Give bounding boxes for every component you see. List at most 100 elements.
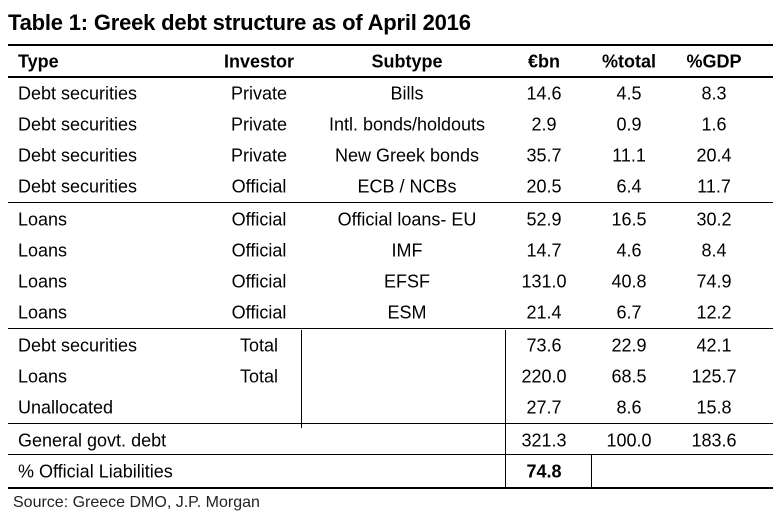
row-investor: Private (230, 114, 288, 134)
header-subtype: Subtype (371, 51, 443, 71)
row-type: Loans (18, 240, 68, 260)
row-subtype: New Greek bonds (334, 145, 480, 165)
row-bn: 14.7 (526, 240, 562, 260)
row-pct-gdp: 11.7 (697, 176, 731, 196)
row-bn: 321.3 (521, 430, 567, 450)
row-type: Debt securities (18, 335, 138, 355)
table-row: Loans Official EFSF 131.0 40.8 74.9 (8, 266, 773, 297)
table-column-rule (591, 454, 592, 488)
table-header-row: Type Investor Subtype €bn %total %GDP (8, 46, 773, 77)
table-row: Debt securities Private Bills 14.6 4.5 8.3 (8, 78, 773, 109)
header-type: Type (18, 51, 59, 71)
row-bn: 27.7 (526, 397, 562, 417)
row-type: Debt securities (18, 83, 138, 103)
row-subtype: IMF (391, 240, 423, 260)
table-column-rule (301, 330, 302, 428)
row-investor: Total (239, 366, 279, 386)
row-type: Loans (18, 209, 68, 229)
row-pct-total: 4.5 (616, 83, 642, 103)
header-rule (8, 76, 773, 78)
row-investor: Official (231, 271, 287, 291)
row-pct-gdp: 1.6 (701, 114, 727, 134)
row-pct-gdp: 20.4 (696, 145, 732, 165)
table-rule (8, 328, 773, 329)
row-bn: 20.5 (526, 176, 562, 196)
table-title: Table 1: Greek debt structure as of Apri… (8, 10, 471, 35)
header-investor: Investor (223, 51, 295, 71)
table-row: Debt securities Total 73.6 22.9 42.1 (8, 330, 773, 361)
row-pct-total: 40.8 (611, 271, 647, 291)
row-pct-total: 22.9 (611, 335, 647, 355)
row-type: Loans (18, 302, 68, 322)
row-subtype: EFSF (383, 271, 431, 291)
row-pct-gdp: 125.7 (691, 366, 737, 386)
row-pct-total: 68.5 (611, 366, 647, 386)
row-bn: 131.0 (521, 271, 567, 291)
row-pct-gdp: 30.2 (696, 209, 732, 229)
row-pct-gdp: 15.8 (696, 397, 732, 417)
row-pct-gdp: 8.4 (701, 240, 727, 260)
row-pct-total: 8.6 (616, 397, 642, 417)
table-rule (8, 454, 773, 455)
row-type: Loans (18, 366, 68, 386)
row-pct-total: 11.1 (612, 145, 646, 165)
row-subtype: Intl. bonds/holdouts (328, 114, 486, 134)
row-type: Debt securities (18, 145, 138, 165)
row-bn: 21.4 (526, 302, 562, 322)
table-column-rule (505, 330, 506, 488)
table-row: Unallocated 27.7 8.6 15.8 (8, 392, 773, 423)
header-bn: €bn (527, 51, 561, 71)
table-row: Loans Official Official loans- EU 52.9 16.5 3… (8, 204, 773, 235)
row-investor: Private (230, 83, 288, 103)
row-subtype: Official loans- EU (337, 209, 477, 229)
row-pct-gdp: 12.2 (696, 302, 732, 322)
row-pct-gdp: 42.1 (696, 335, 732, 355)
table-top-rule (8, 44, 773, 46)
row-type: % Official Liabilities (18, 461, 173, 481)
table-row: Debt securities Private Intl. bonds/holdou… (8, 109, 773, 140)
table-row: Loans Official ESM 21.4 6.7 12.2 (8, 297, 773, 328)
row-pct-total: 100.0 (606, 430, 652, 450)
header-pct-total: %total (602, 51, 656, 71)
row-bn: 73.6 (526, 335, 562, 355)
table-rule (8, 487, 773, 489)
row-investor: Private (230, 145, 288, 165)
row-pct-gdp: 74.9 (696, 271, 732, 291)
table-row: General govt. debt 321.3 100.0 183.6 (8, 425, 773, 456)
row-bn: 2.9 (531, 114, 557, 134)
row-investor: Official (231, 240, 287, 260)
row-pct-gdp: 183.6 (691, 430, 737, 450)
row-type: General govt. debt (18, 430, 167, 450)
row-bn: 220.0 (521, 366, 567, 386)
row-investor: Official (231, 302, 287, 322)
row-type: Loans (18, 271, 68, 291)
table-rule (8, 202, 773, 203)
row-subtype: ECB / NCBs (357, 176, 457, 196)
row-subtype: ESM (387, 302, 427, 322)
row-investor: Total (239, 335, 279, 355)
table-row: Loans Total 220.0 68.5 125.7 (8, 361, 773, 392)
row-pct-total: 4.6 (616, 240, 642, 260)
row-bn: 74.8 (526, 461, 562, 481)
row-bn: 35.7 (526, 145, 562, 165)
row-type: Debt securities (18, 176, 138, 196)
row-type: Unallocated (18, 397, 114, 417)
row-pct-total: 6.4 (616, 176, 642, 196)
header-pct-gdp: %GDP (686, 51, 742, 71)
table-row: Debt securities Private New Greek bonds 35.… (8, 140, 773, 171)
source-note: Source: Greece DMO, J.P. Morgan (13, 494, 260, 511)
row-pct-total: 16.5 (611, 209, 647, 229)
table-row: % Official Liabilities 74.8 (8, 456, 773, 487)
row-investor: Official (231, 176, 287, 196)
table-rule (8, 423, 773, 424)
table-row: Loans Official IMF 14.7 4.6 8.4 (8, 235, 773, 266)
row-pct-gdp: 8.3 (701, 83, 727, 103)
row-type: Debt securities (18, 114, 138, 134)
row-subtype: Bills (390, 83, 424, 103)
table-row: Debt securities Official ECB / NCBs 20.5 6.4… (8, 171, 773, 202)
row-pct-total: 6.7 (616, 302, 642, 322)
row-investor: Official (231, 209, 287, 229)
row-pct-total: 0.9 (616, 114, 642, 134)
row-bn: 52.9 (526, 209, 562, 229)
row-bn: 14.6 (526, 83, 562, 103)
